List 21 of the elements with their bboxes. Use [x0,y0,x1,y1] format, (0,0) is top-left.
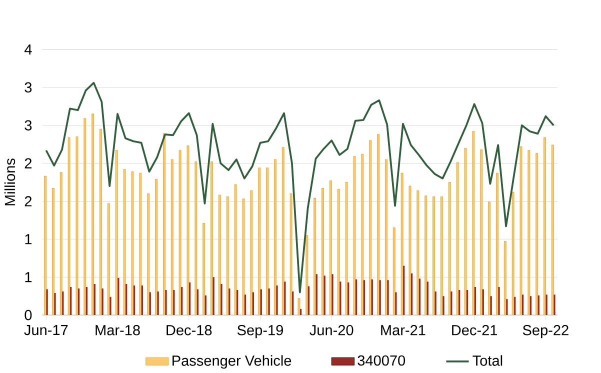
x-tick-label: Mar-21 [381,325,426,336]
y-tick-label: 1 [25,272,32,282]
y-tick-label: 4 [24,44,32,54]
y-tick-label: 3 [24,120,32,131]
legend-label: 340070 [358,355,406,366]
x-tick-label: Jun-20 [310,325,354,336]
y-tick-label: 2 [24,196,32,206]
x-tick-label: Sep-22 [522,325,568,338]
y-tick-label: 0 [24,310,32,320]
x-tick-label: Dec-18 [166,325,212,336]
legend-label: Total [472,355,502,366]
x-tick-label: Jun-17 [24,325,68,336]
x-tick-label: Sep-19 [237,325,283,338]
x-tick-label: Mar-18 [96,325,140,336]
line-series [45,82,555,294]
y-axis-title: Millions [4,158,16,206]
y-tick-label: 2 [24,158,32,168]
y-tick-label: 1 [25,234,32,244]
x-tick-label: Dec-21 [452,325,498,336]
legend-label: Passenger Vehicle [172,355,292,369]
y-tick-label: 3 [24,82,32,93]
